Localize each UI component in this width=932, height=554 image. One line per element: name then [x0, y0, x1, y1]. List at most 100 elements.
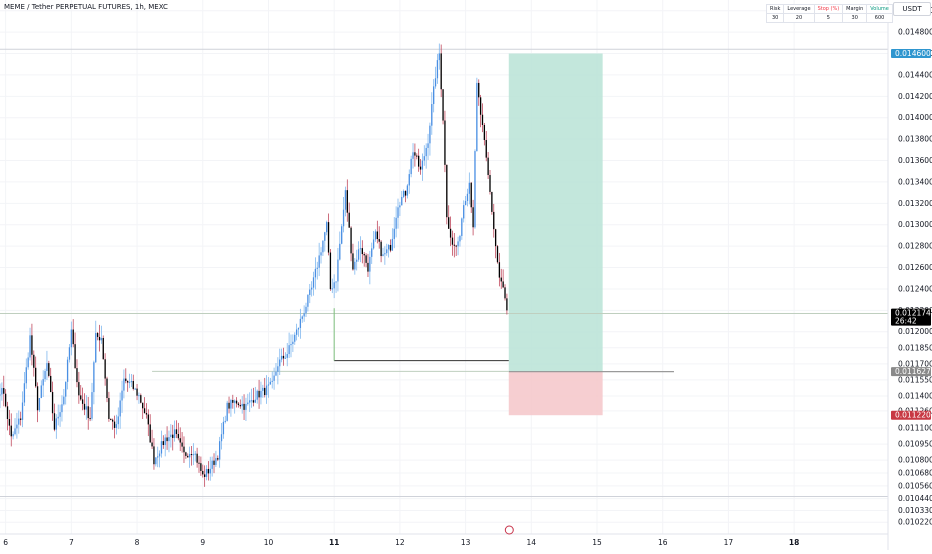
candle-body: [29, 335, 31, 358]
price-axis[interactable]: 0.0150000.0148000.0146000.0144000.014200…: [887, 0, 932, 550]
candle-body: [48, 363, 50, 376]
candle-body: [341, 226, 343, 244]
candle-body: [264, 387, 266, 396]
candle-body: [412, 152, 414, 159]
candle-body: [12, 434, 14, 437]
risk-value: 30: [765, 13, 785, 23]
candle-body: [230, 399, 232, 409]
candle-body: [53, 413, 56, 430]
candle-body: [391, 238, 394, 251]
candle-body: [386, 249, 388, 254]
last-price-badge-box[interactable]: [891, 308, 931, 326]
price-axis-background: [888, 0, 932, 550]
candle-body: [468, 182, 471, 194]
candle-body: [145, 413, 148, 415]
price-tick-label: 0.013800: [898, 135, 932, 144]
candle-body: [218, 441, 221, 460]
stop-price-badge-label: 0.011220: [895, 411, 931, 420]
candle-body: [425, 147, 427, 157]
time-tick-label: 11: [329, 538, 339, 547]
candle-body: [134, 388, 136, 390]
candle-body: [417, 155, 420, 167]
candle-body: [89, 418, 91, 420]
candle-body: [160, 441, 163, 454]
stop-price-badge-box[interactable]: [891, 410, 931, 420]
candle-body: [378, 239, 380, 242]
candle-body: [68, 347, 71, 360]
candle-body: [279, 359, 281, 367]
candle-body: [442, 89, 444, 121]
entry-price-badge-box[interactable]: [891, 367, 931, 377]
candle-body: [464, 200, 467, 206]
time-tick-label: 15: [592, 538, 602, 547]
candle-body: [166, 437, 168, 442]
candle-body: [354, 261, 356, 270]
candle-body: [267, 384, 270, 386]
candle-body: [461, 218, 463, 236]
risk-table: Risk Leverage Stop (%) Margin Volume 30 …: [765, 4, 893, 23]
candle-body: [65, 381, 67, 397]
candle-body: [177, 433, 180, 439]
candle-body: [451, 237, 454, 245]
candle-body: [110, 418, 112, 420]
candle-body: [123, 378, 125, 391]
candle-body: [51, 392, 54, 414]
candle-body: [151, 442, 153, 447]
candle-body: [245, 404, 247, 410]
candle-body: [226, 402, 228, 421]
time-tick-label: 10: [264, 538, 274, 547]
time-tick-label: 18: [789, 538, 799, 547]
horizontal-lines[interactable]: [0, 48, 888, 498]
candle-body: [292, 341, 294, 345]
price-tick-label: 0.013400: [898, 177, 932, 186]
candle-body: [18, 418, 20, 425]
margin-header: Margin: [842, 4, 868, 14]
currency-button[interactable]: USDT: [893, 2, 931, 16]
candle-body: [187, 455, 189, 458]
candlestick-series: [0, 43, 508, 487]
candle-body: [423, 156, 425, 161]
candle-body: [269, 381, 271, 385]
candle-body: [318, 255, 320, 268]
candle-body: [489, 175, 491, 192]
candle-body: [329, 252, 332, 290]
candle-body: [397, 207, 399, 218]
candle-body: [127, 381, 129, 383]
candle-body: [192, 454, 195, 456]
candle-body: [36, 386, 39, 411]
candle-body: [371, 248, 373, 257]
candle-body: [237, 403, 240, 406]
position-zones[interactable]: [508, 53, 674, 416]
price-tick-label: 0.014000: [898, 113, 932, 122]
candle-body: [153, 446, 155, 465]
candle-body: [3, 388, 5, 394]
candle-body: [4, 393, 7, 407]
candle-body: [331, 288, 333, 290]
candle-body: [241, 403, 243, 407]
goto-realtime-icon[interactable]: [504, 525, 514, 535]
candle-body: [312, 277, 315, 288]
target-price-badge-box[interactable]: [891, 49, 931, 59]
candle-body: [125, 378, 127, 382]
candle-body: [438, 53, 440, 61]
candle-body: [19, 418, 22, 420]
candle-body: [384, 253, 386, 255]
candle-body: [262, 387, 264, 391]
candle-body: [327, 222, 330, 253]
candle-body: [102, 338, 104, 360]
candle-body: [78, 382, 80, 396]
candle-body: [320, 252, 322, 256]
stop-zone[interactable]: [508, 371, 603, 416]
candle-body: [76, 368, 78, 383]
candle-body: [254, 399, 256, 403]
target-zone[interactable]: [508, 53, 603, 372]
time-tick-label: 7: [69, 538, 74, 547]
candle-body: [459, 235, 461, 242]
candle-body: [322, 240, 324, 253]
time-axis[interactable]: 6 7 8 9 10 11 12 13 14 15 16 17 18: [0, 525, 888, 547]
candle-body: [309, 289, 311, 295]
candle-body: [444, 120, 446, 165]
price-tick-label: 0.013000: [898, 220, 932, 229]
